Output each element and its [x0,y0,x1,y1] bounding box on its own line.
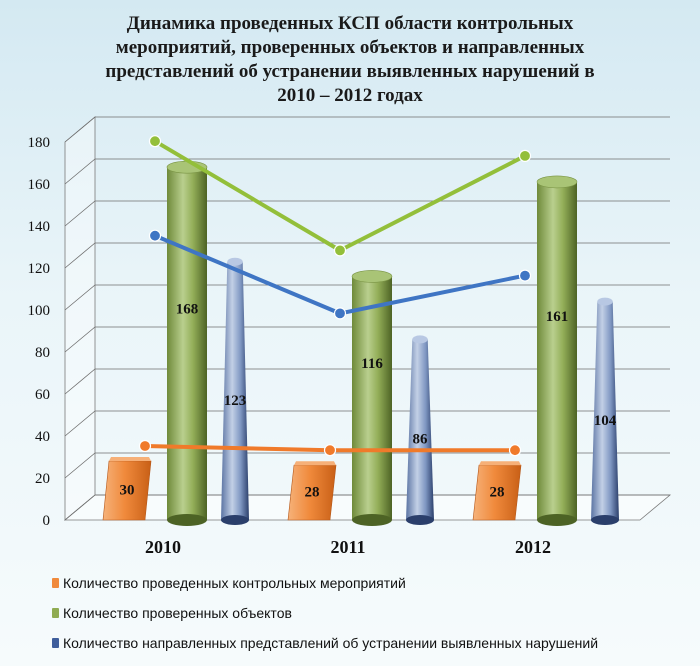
trend-line [153,139,526,253]
trend-marker [148,135,162,148]
gridline [64,368,670,395]
y-tick-label: 120 [28,261,51,277]
bar [472,461,522,521]
bar-top [412,335,428,344]
chart-title-line: представлений об устранении выявленных н… [105,61,595,82]
bar [406,335,434,525]
bar-top [597,297,613,306]
x-tick-label: 2011 [330,537,365,557]
bar-body [221,261,249,520]
data-label: 86 [413,432,429,448]
bar-base [167,514,207,526]
data-label: 168 [176,302,199,318]
legend-swatch-icon [52,608,59,618]
bar [166,160,208,526]
gridline [64,242,670,269]
data-label: 30 [120,483,135,499]
chart-title-line: Динамика проведенных КСП области контрол… [126,13,574,34]
data-label: 28 [305,485,320,501]
bar-base [221,515,249,525]
y-tick-label: 140 [28,219,51,235]
x-tick-label: 2010 [145,537,181,557]
y-tick-label: 160 [28,177,51,193]
bar [591,297,619,525]
gridline [64,326,670,353]
gridline [64,158,670,185]
data-label: 116 [361,356,383,372]
bar [287,461,337,521]
trend-marker [518,149,532,162]
bar [536,175,578,526]
gridline [64,410,670,437]
bar-body [352,276,392,520]
legend-swatch-icon [52,578,59,588]
trend-marker [508,444,522,457]
chart-title-line: мероприятий, проверенных объектов и напр… [115,37,585,58]
bar-body [406,339,434,520]
bar-body [537,181,577,520]
bar [351,270,393,526]
legend-swatch-icon [52,638,59,648]
y-tick-label: 60 [35,387,50,403]
trend-marker [333,307,347,320]
bar [102,457,152,521]
bar-top [536,175,578,189]
bar-top [109,457,151,461]
bar-base [537,514,577,526]
data-label: 28 [490,485,505,501]
bar-body [591,301,619,520]
legend-item-representations: Количество направленных представлений об… [52,628,692,658]
legend-label: Количество проверенных объектов [63,605,292,621]
trend-marker [323,444,337,457]
bar-base [352,514,392,526]
gridline [64,452,670,479]
bar-top [294,461,336,466]
gridline [64,116,670,143]
trend-marker [518,269,532,282]
legend-label: Количество проведенных контрольных мероп… [63,575,406,591]
data-label: 123 [224,393,247,409]
trend-marker [333,244,347,257]
gridline [64,200,670,227]
bar-base [591,515,619,525]
trend-marker [148,229,162,242]
legend: Количество проведенных контрольных мероп… [52,568,692,658]
y-tick-label: 80 [35,345,50,361]
y-tick-label: 0 [43,513,51,529]
y-tick-label: 180 [28,135,51,151]
y-tick-label: 40 [35,429,50,445]
legend-label: Количество направленных представлений об… [63,635,599,651]
data-label: 161 [546,309,569,325]
bar-top [227,257,243,266]
x-tick-label: 2012 [515,537,551,557]
bar-base [406,515,434,525]
bar-body [167,167,207,520]
bar-top [351,270,393,283]
legend-item-measures: Количество проведенных контрольных мероп… [52,568,692,598]
trend-marker [138,439,152,453]
chart-title: Динамика проведенных КСП области контрол… [40,12,660,108]
bar [221,257,249,525]
side-wall [64,116,96,521]
chart-title-line: 2010 – 2012 годах [277,85,423,106]
data-label: 104 [594,413,617,429]
legend-item-objects: Количество проверенных объектов [52,598,692,628]
bar-top [479,461,521,466]
y-tick-label: 100 [28,303,51,319]
y-tick-label: 20 [35,471,50,487]
